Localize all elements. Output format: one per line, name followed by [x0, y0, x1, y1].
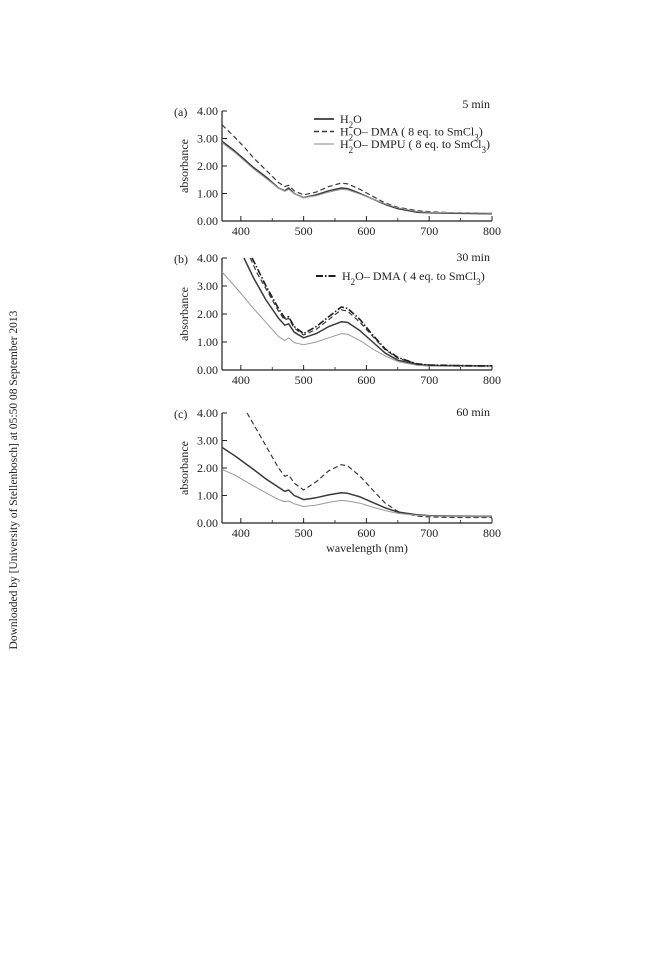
x-tick-label: 500 — [295, 224, 313, 238]
panel-time-label: 5 min — [462, 97, 490, 111]
x-tick-label: 500 — [295, 526, 313, 540]
series-line-dmpu — [222, 468, 492, 518]
series-line-dma — [246, 412, 492, 519]
y-tick-label: 4.00 — [197, 104, 218, 118]
series-line-dma4 — [251, 257, 492, 367]
y-tick-label: 1.00 — [197, 335, 218, 349]
panel-label: (b) — [174, 252, 188, 266]
y-tick-label: 1.00 — [197, 489, 218, 503]
legend-label-dma: H2O– DMA ( 8 eq. to SmCl3) — [340, 125, 483, 143]
series-line-h2o — [222, 446, 492, 518]
x-tick-label: 700 — [420, 526, 438, 540]
y-tick-label: 2.00 — [197, 159, 218, 173]
x-tick-label: 700 — [420, 224, 438, 238]
series-line-dma — [222, 124, 492, 214]
x-tick-label: 400 — [232, 526, 250, 540]
x-tick-label: 400 — [232, 224, 250, 238]
legend-label-dmpu: H2O– DMPU ( 8 eq. to SmCl3) — [340, 137, 490, 155]
series-line-dmpu — [222, 271, 492, 368]
chart-panel-1: 0.00 1.00 2.00 3.00 4.00 400 500 600 700 800 absor… — [174, 97, 501, 238]
legend-label-h2o: H2O — [340, 112, 362, 130]
y-tick-label: 4.00 — [197, 251, 218, 265]
y-tick-label: 3.00 — [197, 279, 218, 293]
legend-label-dma4: H2O– DMA ( 4 eq. to SmCl3) — [342, 269, 485, 287]
panel-time-label: 60 min — [456, 405, 490, 419]
x-tick-label: 600 — [357, 224, 375, 238]
x-axis-label: wavelength (nm) — [326, 541, 408, 555]
x-tick-label: 600 — [357, 526, 375, 540]
y-axis-label: absorbance — [177, 287, 191, 341]
panel-label: (c) — [174, 407, 187, 421]
panel-time-label: 30 min — [456, 250, 490, 264]
panel-label: (a) — [174, 105, 187, 119]
y-axis-label: absorbance — [177, 441, 191, 495]
x-tick-label: 600 — [357, 373, 375, 387]
x-tick-label: 400 — [232, 373, 250, 387]
x-tick-label: 700 — [420, 373, 438, 387]
y-tick-label: 1.00 — [197, 187, 218, 201]
y-tick-label: 2.00 — [197, 307, 218, 321]
chart-panel-2: 0.00 1.00 2.00 3.00 4.00 400 500 600 700 800 absor… — [174, 250, 501, 387]
y-tick-label: 4.00 — [197, 406, 218, 420]
x-tick-label: 800 — [483, 373, 501, 387]
chart-panel-3: 0.00 1.00 2.00 3.00 4.00 400 500 600 700 800 absor… — [174, 405, 501, 555]
x-tick-label: 800 — [483, 526, 501, 540]
series-line-h2o — [222, 140, 492, 215]
y-tick-label: 0.00 — [197, 363, 218, 377]
x-tick-label: 500 — [295, 373, 313, 387]
y-tick-label: 0.00 — [197, 516, 218, 530]
y-tick-label: 0.00 — [197, 214, 218, 228]
series-line-dmpu — [222, 142, 492, 214]
y-tick-label: 2.00 — [197, 461, 218, 475]
series-line-dma — [249, 257, 492, 367]
y-axis-label: absorbance — [177, 139, 191, 193]
y-tick-label: 3.00 — [197, 434, 218, 448]
y-tick-label: 3.00 — [197, 132, 218, 146]
x-tick-label: 800 — [483, 224, 501, 238]
